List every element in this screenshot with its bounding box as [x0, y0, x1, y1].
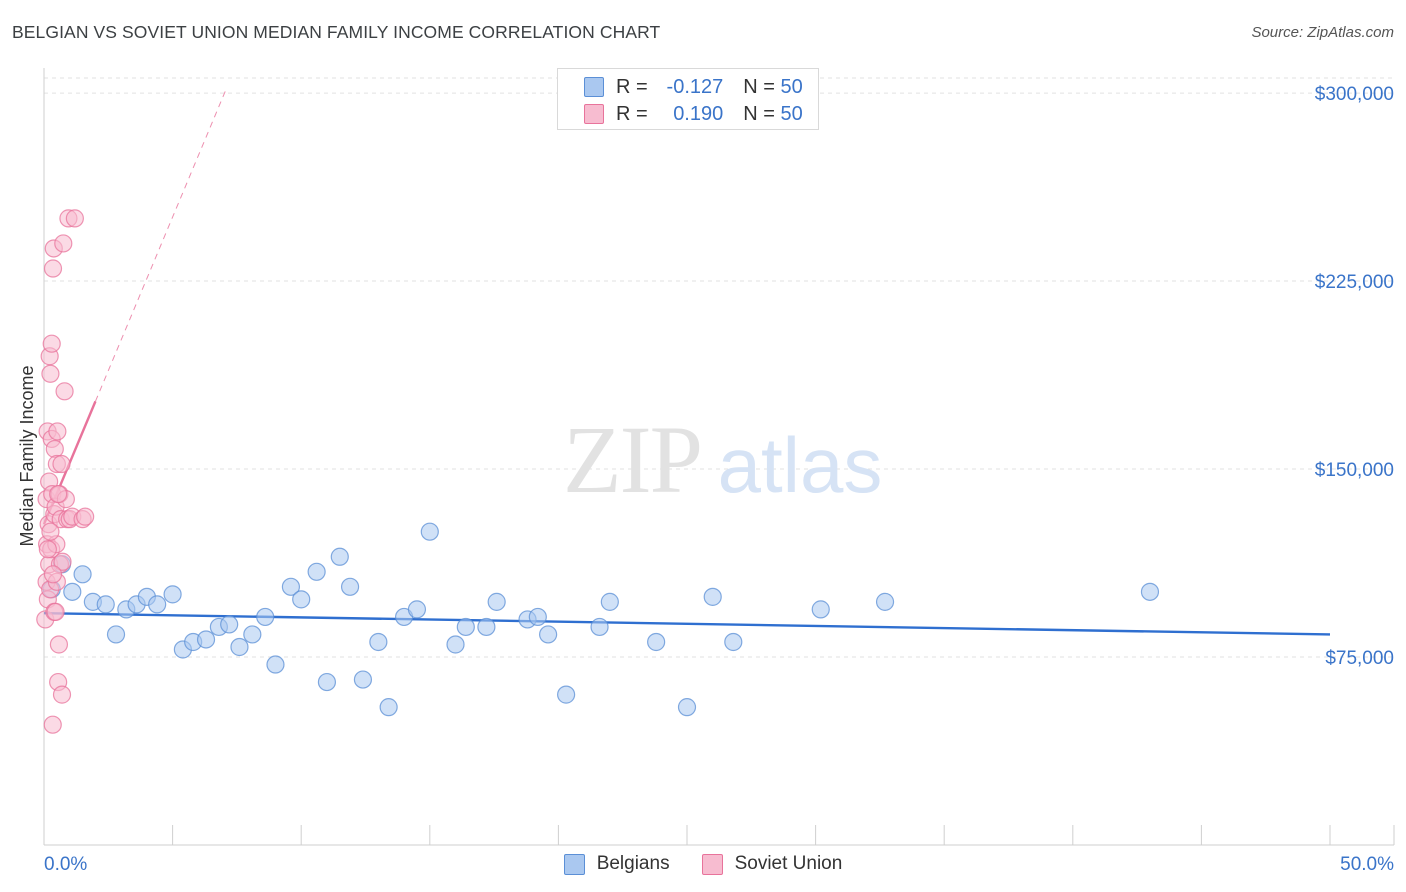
legend-n-label: N =	[743, 75, 775, 98]
point-soviet-union	[41, 522, 60, 541]
point-belgians	[307, 562, 326, 581]
point-belgians	[330, 547, 349, 566]
legend-item-soviet-union[interactable]: Soviet Union	[701, 853, 843, 875]
point-soviet-union	[54, 234, 73, 253]
point-belgians	[528, 607, 547, 627]
point-belgians	[230, 637, 249, 657]
point-belgians	[243, 625, 262, 644]
point-belgians	[96, 595, 115, 614]
point-belgians	[63, 582, 82, 601]
point-soviet-union	[46, 602, 65, 622]
y-tick-label: $300,000	[1315, 84, 1394, 105]
point-belgians	[1140, 582, 1160, 601]
chart-source: Source: ZipAtlas.com	[1251, 24, 1394, 41]
point-belgians	[353, 670, 373, 689]
point-belgians	[539, 625, 558, 644]
point-belgians	[724, 632, 743, 652]
point-belgians	[407, 600, 427, 619]
point-belgians	[256, 607, 275, 627]
legend-n-value: 50	[780, 102, 803, 125]
point-belgians	[446, 635, 465, 654]
legend-swatch-soviet-union	[701, 853, 723, 875]
legend-r-value: 0.190	[673, 102, 724, 125]
point-belgians	[266, 655, 285, 674]
point-soviet-union	[41, 364, 60, 383]
point-belgians	[600, 592, 619, 611]
point-soviet-union	[49, 484, 68, 504]
point-belgians	[292, 590, 311, 609]
legend-swatch-soviet-union	[584, 104, 604, 124]
point-soviet-union	[45, 439, 64, 459]
point-soviet-union	[55, 382, 74, 401]
point-belgians	[73, 565, 92, 584]
point-belgians	[477, 617, 496, 637]
y-tick-label: $225,000	[1315, 272, 1394, 293]
grid-lines	[44, 77, 1394, 658]
legend-r-label: R =	[616, 75, 648, 98]
y-axis-label: Median Family Income	[17, 365, 37, 546]
legend-n-value: 50	[780, 75, 803, 98]
chart-title: BELGIAN VS SOVIET UNION MEDIAN FAMILY IN…	[12, 22, 661, 42]
stats-legend: R = -0.127 N = 50 R = 0.190 N = 50	[557, 68, 819, 130]
y-tick-label: $150,000	[1315, 460, 1394, 481]
legend-r-label: R =	[616, 102, 648, 125]
point-soviet-union	[76, 507, 95, 526]
point-soviet-union	[43, 259, 63, 278]
trend-line-soviet-union	[94, 87, 228, 402]
point-belgians	[647, 632, 666, 652]
data-points	[36, 209, 1160, 734]
point-belgians	[677, 698, 697, 717]
trend-lines	[42, 87, 1331, 636]
point-belgians	[456, 617, 475, 637]
point-belgians	[875, 592, 895, 611]
point-belgians	[420, 522, 439, 541]
legend-row-soviet-union: R = 0.190 N = 50	[584, 102, 803, 126]
point-soviet-union	[43, 715, 62, 734]
point-belgians	[317, 672, 337, 692]
point-belgians	[811, 600, 830, 619]
x-tick-label: 0.0%	[44, 854, 87, 875]
point-soviet-union	[48, 422, 67, 441]
legend-n-label: N =	[743, 102, 775, 125]
point-belgians	[379, 698, 398, 717]
watermark-atlas: atlas	[718, 421, 883, 509]
axes	[43, 68, 1395, 846]
point-soviet-union	[49, 635, 69, 654]
legend-swatch-belgians	[584, 77, 604, 97]
point-belgians	[557, 685, 576, 704]
point-soviet-union	[65, 209, 84, 228]
point-belgians	[106, 625, 126, 644]
point-belgians	[590, 617, 609, 637]
legend-label-belgians: Belgians	[596, 853, 670, 874]
legend-label-soviet-union: Soviet Union	[734, 853, 843, 874]
legend-item-belgians[interactable]: Belgians	[563, 853, 670, 875]
point-soviet-union	[42, 334, 61, 353]
point-belgians	[703, 587, 722, 606]
point-belgians	[220, 615, 239, 634]
watermark: ZIP atlas	[563, 406, 882, 513]
point-soviet-union	[53, 552, 72, 571]
legend-swatch-belgians	[563, 853, 585, 875]
point-belgians	[369, 632, 388, 652]
point-soviet-union	[52, 685, 72, 704]
tick-labels: $75,000 $150,000 $225,000 $300,000 0.0% 50.0%	[44, 84, 1394, 875]
point-belgians	[163, 585, 182, 604]
y-tick-label: $75,000	[1325, 648, 1394, 669]
series-legend: Belgians Soviet Union	[0, 850, 1406, 878]
point-belgians	[196, 630, 216, 649]
point-soviet-union	[43, 565, 63, 584]
watermark-zip: ZIP	[563, 406, 701, 513]
x-tick-label: 50.0%	[1340, 854, 1394, 875]
legend-row-belgians: R = -0.127 N = 50	[584, 75, 803, 99]
point-belgians	[487, 592, 506, 611]
legend-r-value: -0.127	[666, 75, 724, 98]
point-soviet-union	[38, 540, 57, 559]
point-soviet-union	[52, 454, 71, 474]
point-belgians	[340, 577, 360, 596]
point-belgians	[148, 595, 167, 614]
point-belgians	[281, 577, 301, 596]
